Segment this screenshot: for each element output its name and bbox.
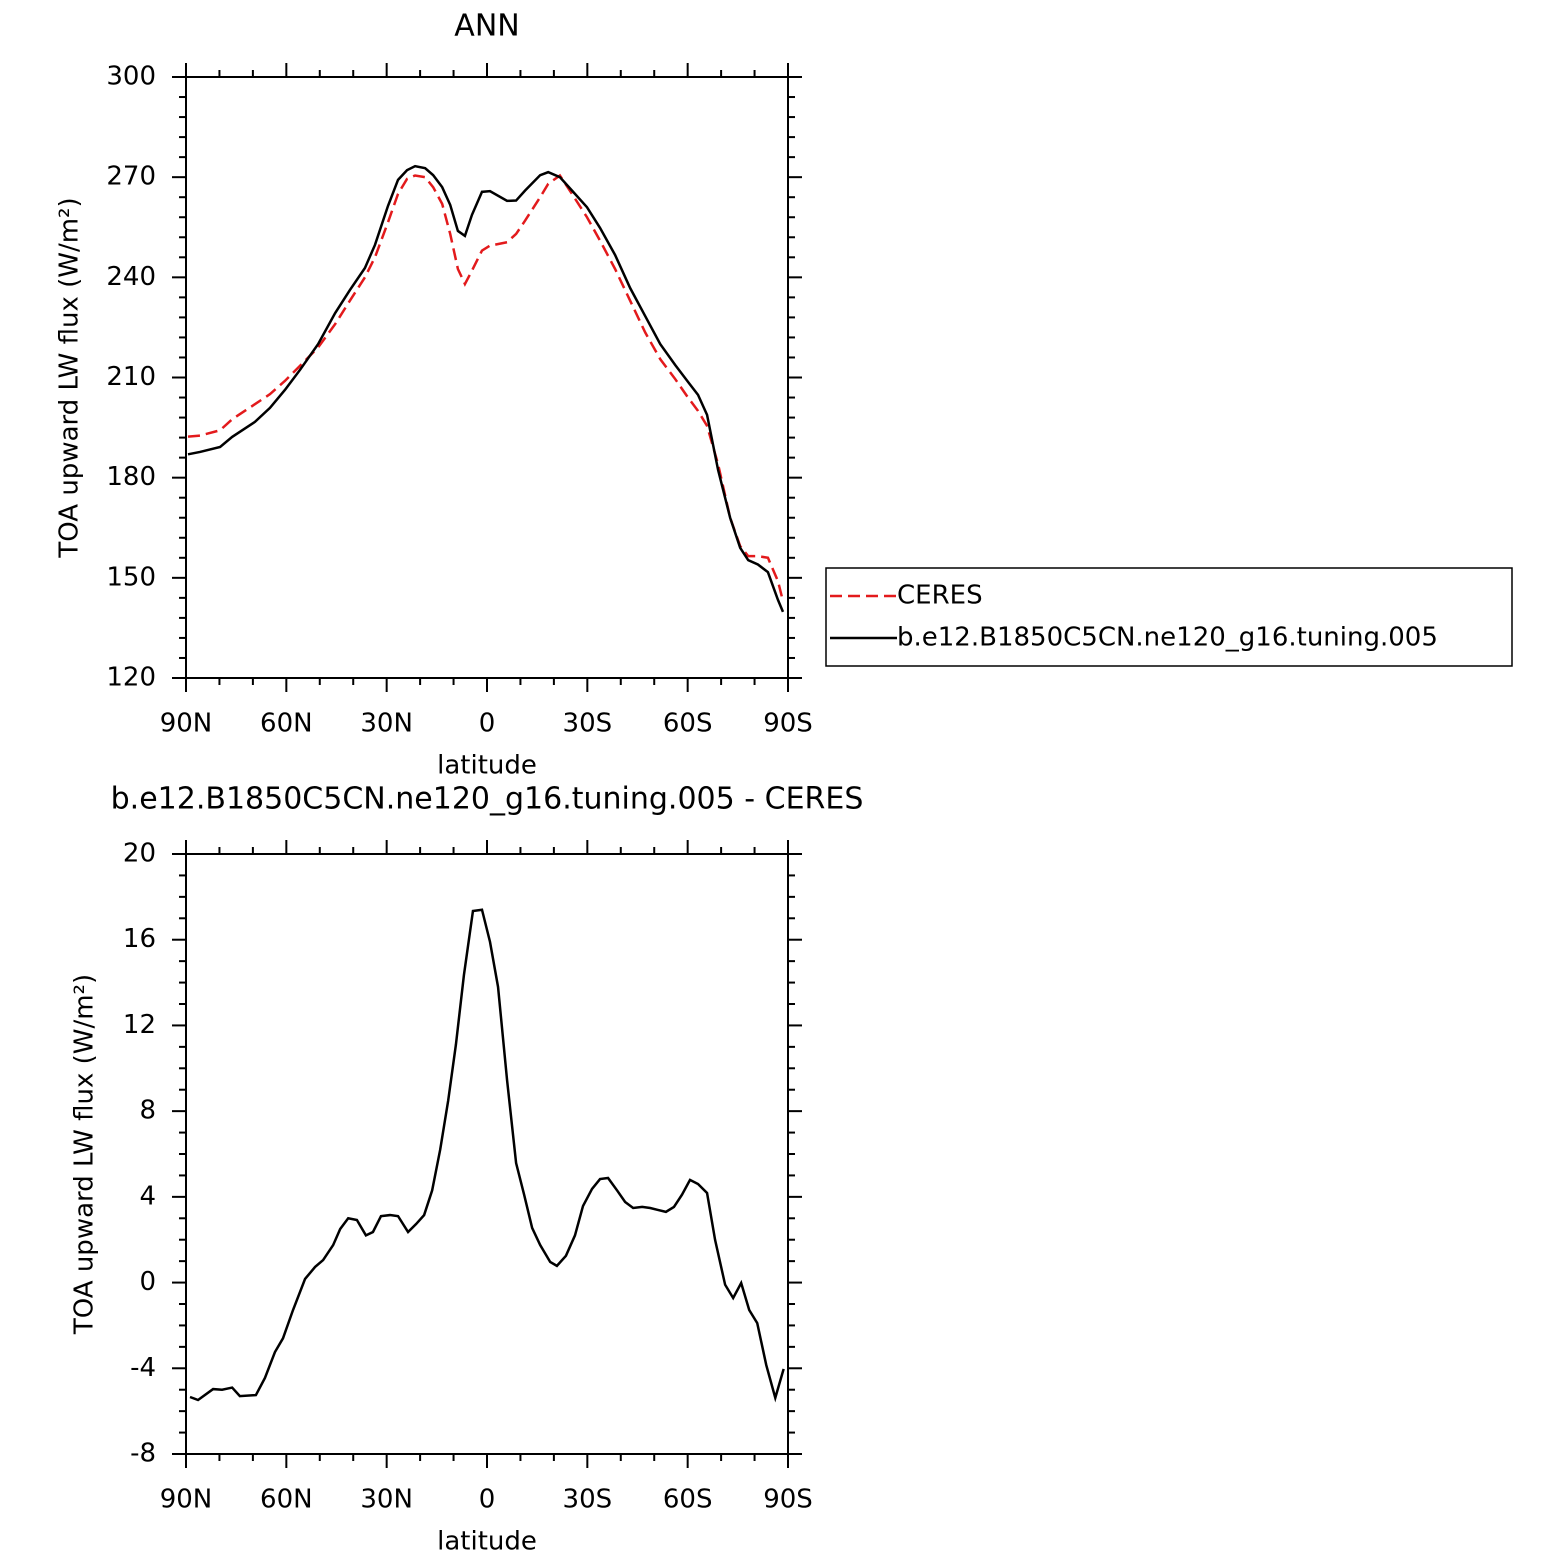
- y-tick-label: 180: [106, 462, 156, 492]
- legend-label: b.e12.B1850C5CN.ne120_g16.tuning.005: [897, 623, 1438, 653]
- y-axis-label: TOA upward LW flux (W/m²): [70, 974, 100, 1335]
- y-tick-label: 4: [139, 1181, 156, 1211]
- plot-frame: [185, 76, 789, 679]
- y-tick-label: 8: [139, 1096, 156, 1126]
- chart-title: ANN: [454, 9, 519, 44]
- y-axis-label: TOA upward LW flux (W/m²): [55, 197, 85, 558]
- legend-box: [825, 567, 1513, 667]
- x-axis-label: latitude: [437, 751, 537, 781]
- y-tick-label: -8: [130, 1439, 156, 1469]
- y-tick-label: 210: [106, 362, 156, 392]
- x-tick-label: 60S: [663, 709, 713, 739]
- x-tick-label: 0: [479, 709, 496, 739]
- legend-label: CERES: [897, 581, 983, 611]
- x-tick-label: 60N: [260, 709, 313, 739]
- x-tick-label: 30N: [360, 709, 413, 739]
- x-tick-label: 30N: [360, 1485, 413, 1515]
- data-line: [187, 173, 785, 602]
- y-tick-label: 120: [106, 663, 156, 693]
- x-tick-label: 90S: [763, 1485, 813, 1515]
- chart-title: b.e12.B1850C5CN.ne120_g16.tuning.005 - C…: [111, 782, 864, 817]
- y-tick-label: 300: [106, 62, 156, 92]
- y-tick-label: -4: [130, 1353, 156, 1383]
- x-tick-label: 0: [479, 1485, 496, 1515]
- x-tick-label: 90S: [763, 709, 813, 739]
- y-tick-label: 20: [123, 839, 156, 869]
- x-axis-label: latitude: [437, 1527, 537, 1557]
- x-tick-label: 30S: [563, 1485, 613, 1515]
- y-tick-label: 0: [139, 1267, 156, 1297]
- data-line: [187, 164, 785, 613]
- x-tick-label: 30S: [563, 709, 613, 739]
- x-tick-label: 60N: [260, 1485, 313, 1515]
- data-line: [189, 908, 785, 1403]
- y-tick-label: 12: [123, 1010, 156, 1040]
- x-tick-label: 90N: [160, 709, 213, 739]
- x-tick-label: 90N: [160, 1485, 213, 1515]
- x-tick-label: 60S: [663, 1485, 713, 1515]
- y-tick-label: 16: [123, 924, 156, 954]
- plot-frame: [185, 853, 789, 1455]
- y-tick-label: 150: [106, 562, 156, 592]
- y-tick-label: 240: [106, 262, 156, 292]
- y-tick-label: 270: [106, 162, 156, 192]
